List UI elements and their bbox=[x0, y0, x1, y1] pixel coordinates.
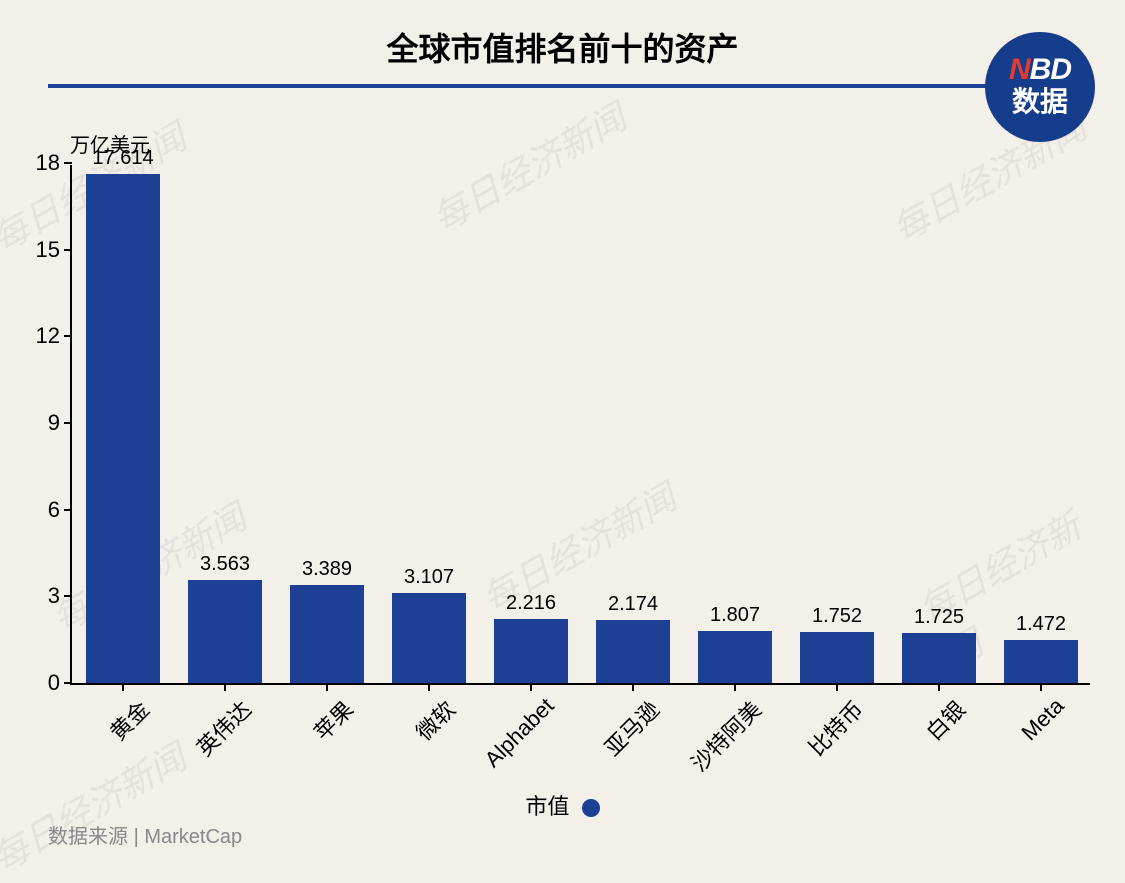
y-tick-label: 3 bbox=[48, 583, 60, 609]
chart-title: 全球市值排名前十的资产 bbox=[0, 24, 1125, 70]
bar bbox=[1004, 640, 1077, 683]
y-tick-label: 0 bbox=[48, 670, 60, 696]
bar-group: 3.563 bbox=[188, 553, 261, 683]
chart-header: 全球市值排名前十的资产 NBD 数据 bbox=[0, 0, 1125, 88]
bar bbox=[698, 631, 771, 683]
x-axis-label: Alphabet bbox=[463, 693, 559, 789]
bar-value-label: 1.725 bbox=[914, 606, 964, 629]
y-tick-label: 12 bbox=[36, 323, 60, 349]
bar bbox=[188, 580, 261, 683]
bar-value-label: 3.107 bbox=[404, 566, 454, 589]
badge-letter-d: D bbox=[1050, 53, 1071, 86]
nbd-badge: NBD 数据 bbox=[985, 32, 1095, 142]
y-tick bbox=[64, 595, 72, 597]
legend: 市值 bbox=[0, 789, 1125, 821]
x-tick bbox=[938, 683, 940, 691]
bar-value-label: 1.807 bbox=[710, 604, 760, 627]
bar bbox=[290, 585, 363, 683]
plot-region: 黄金英伟达苹果微软Alphabet亚马逊沙特阿美比特币白银Meta 036912… bbox=[70, 165, 1090, 685]
y-tick-label: 15 bbox=[36, 237, 60, 263]
y-tick bbox=[64, 422, 72, 424]
bar-group: 17.614 bbox=[86, 147, 159, 683]
badge-letter-b: B bbox=[1030, 53, 1051, 86]
y-tick bbox=[64, 249, 72, 251]
x-axis-label: 亚马逊 bbox=[565, 693, 665, 793]
y-tick-label: 18 bbox=[36, 150, 60, 176]
x-tick bbox=[428, 683, 430, 691]
y-tick-label: 9 bbox=[48, 410, 60, 436]
x-tick bbox=[530, 683, 532, 691]
y-tick bbox=[64, 162, 72, 164]
x-tick bbox=[122, 683, 124, 691]
badge-letter-n: N bbox=[1009, 53, 1030, 86]
bar-value-label: 1.752 bbox=[812, 605, 862, 628]
x-axis-label: 黄金 bbox=[55, 693, 155, 793]
bar-group: 1.752 bbox=[800, 605, 873, 683]
data-source: 数据来源 | MarketCap bbox=[48, 820, 242, 849]
source-name: MarketCap bbox=[144, 826, 242, 848]
source-separator: | bbox=[134, 826, 145, 848]
x-axis-label: 沙特阿美 bbox=[667, 693, 767, 793]
bar-group: 3.389 bbox=[290, 558, 363, 683]
y-tick-label: 6 bbox=[48, 497, 60, 523]
bar-value-label: 17.614 bbox=[92, 147, 153, 170]
x-tick bbox=[734, 683, 736, 691]
badge-bottom-text: 数据 bbox=[1012, 85, 1068, 119]
x-tick bbox=[224, 683, 226, 691]
bar-value-label: 1.472 bbox=[1016, 613, 1066, 636]
x-axis-label: 比特币 bbox=[769, 693, 869, 793]
x-tick bbox=[326, 683, 328, 691]
bar bbox=[86, 174, 159, 683]
x-tick bbox=[632, 683, 634, 691]
chart-area: 万亿美元 黄金英伟达苹果微软Alphabet亚马逊沙特阿美比特币白银Meta 0… bbox=[70, 135, 1090, 685]
bar-group: 2.216 bbox=[494, 592, 567, 683]
bar-group: 1.472 bbox=[1004, 613, 1077, 683]
badge-top-text: NBD bbox=[1009, 55, 1071, 85]
bar-group: 2.174 bbox=[596, 593, 669, 683]
y-tick bbox=[64, 335, 72, 337]
x-axis-label: 白银 bbox=[871, 693, 971, 793]
legend-marker bbox=[582, 799, 600, 817]
y-tick bbox=[64, 509, 72, 511]
bar bbox=[800, 632, 873, 683]
bar-value-label: 3.563 bbox=[200, 553, 250, 576]
bar-value-label: 2.174 bbox=[608, 593, 658, 616]
source-prefix: 数据来源 bbox=[48, 826, 128, 848]
x-axis-label: Meta bbox=[973, 693, 1069, 789]
bar bbox=[392, 593, 465, 683]
x-axis-label: 英伟达 bbox=[157, 693, 257, 793]
bar-value-label: 2.216 bbox=[506, 592, 556, 615]
legend-label: 市值 bbox=[525, 794, 569, 819]
x-axis-label: 微软 bbox=[361, 693, 461, 793]
bar-group: 1.725 bbox=[902, 606, 975, 683]
bar-group: 3.107 bbox=[392, 566, 465, 683]
x-tick bbox=[836, 683, 838, 691]
bar bbox=[902, 633, 975, 683]
bar bbox=[596, 620, 669, 683]
title-underline bbox=[48, 84, 1077, 88]
bar-value-label: 3.389 bbox=[302, 558, 352, 581]
bar-group: 1.807 bbox=[698, 604, 771, 683]
x-axis-label: 苹果 bbox=[259, 693, 359, 793]
x-tick bbox=[1040, 683, 1042, 691]
y-tick bbox=[64, 682, 72, 684]
bar bbox=[494, 619, 567, 683]
